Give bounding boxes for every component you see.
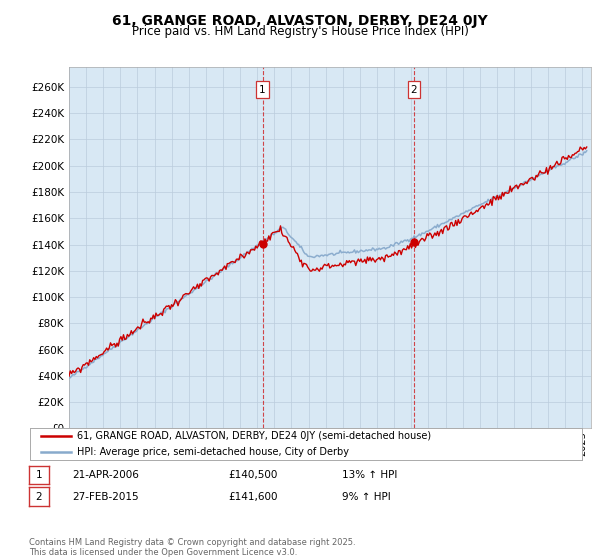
Text: HPI: Average price, semi-detached house, City of Derby: HPI: Average price, semi-detached house,… [77,447,349,457]
Text: Price paid vs. HM Land Registry's House Price Index (HPI): Price paid vs. HM Land Registry's House … [131,25,469,38]
Text: £141,600: £141,600 [228,492,277,502]
Text: 9% ↑ HPI: 9% ↑ HPI [342,492,391,502]
Text: 1: 1 [35,470,42,480]
Text: 1: 1 [259,85,266,95]
Text: 2: 2 [35,492,42,502]
Text: 2: 2 [411,85,418,95]
Text: 61, GRANGE ROAD, ALVASTON, DERBY, DE24 0JY: 61, GRANGE ROAD, ALVASTON, DERBY, DE24 0… [112,14,488,28]
Text: 61, GRANGE ROAD, ALVASTON, DERBY, DE24 0JY (semi-detached house): 61, GRANGE ROAD, ALVASTON, DERBY, DE24 0… [77,431,431,441]
Text: £140,500: £140,500 [228,470,277,480]
Text: 27-FEB-2015: 27-FEB-2015 [72,492,139,502]
Text: Contains HM Land Registry data © Crown copyright and database right 2025.
This d: Contains HM Land Registry data © Crown c… [29,538,355,557]
Text: 13% ↑ HPI: 13% ↑ HPI [342,470,397,480]
Text: 21-APR-2006: 21-APR-2006 [72,470,139,480]
